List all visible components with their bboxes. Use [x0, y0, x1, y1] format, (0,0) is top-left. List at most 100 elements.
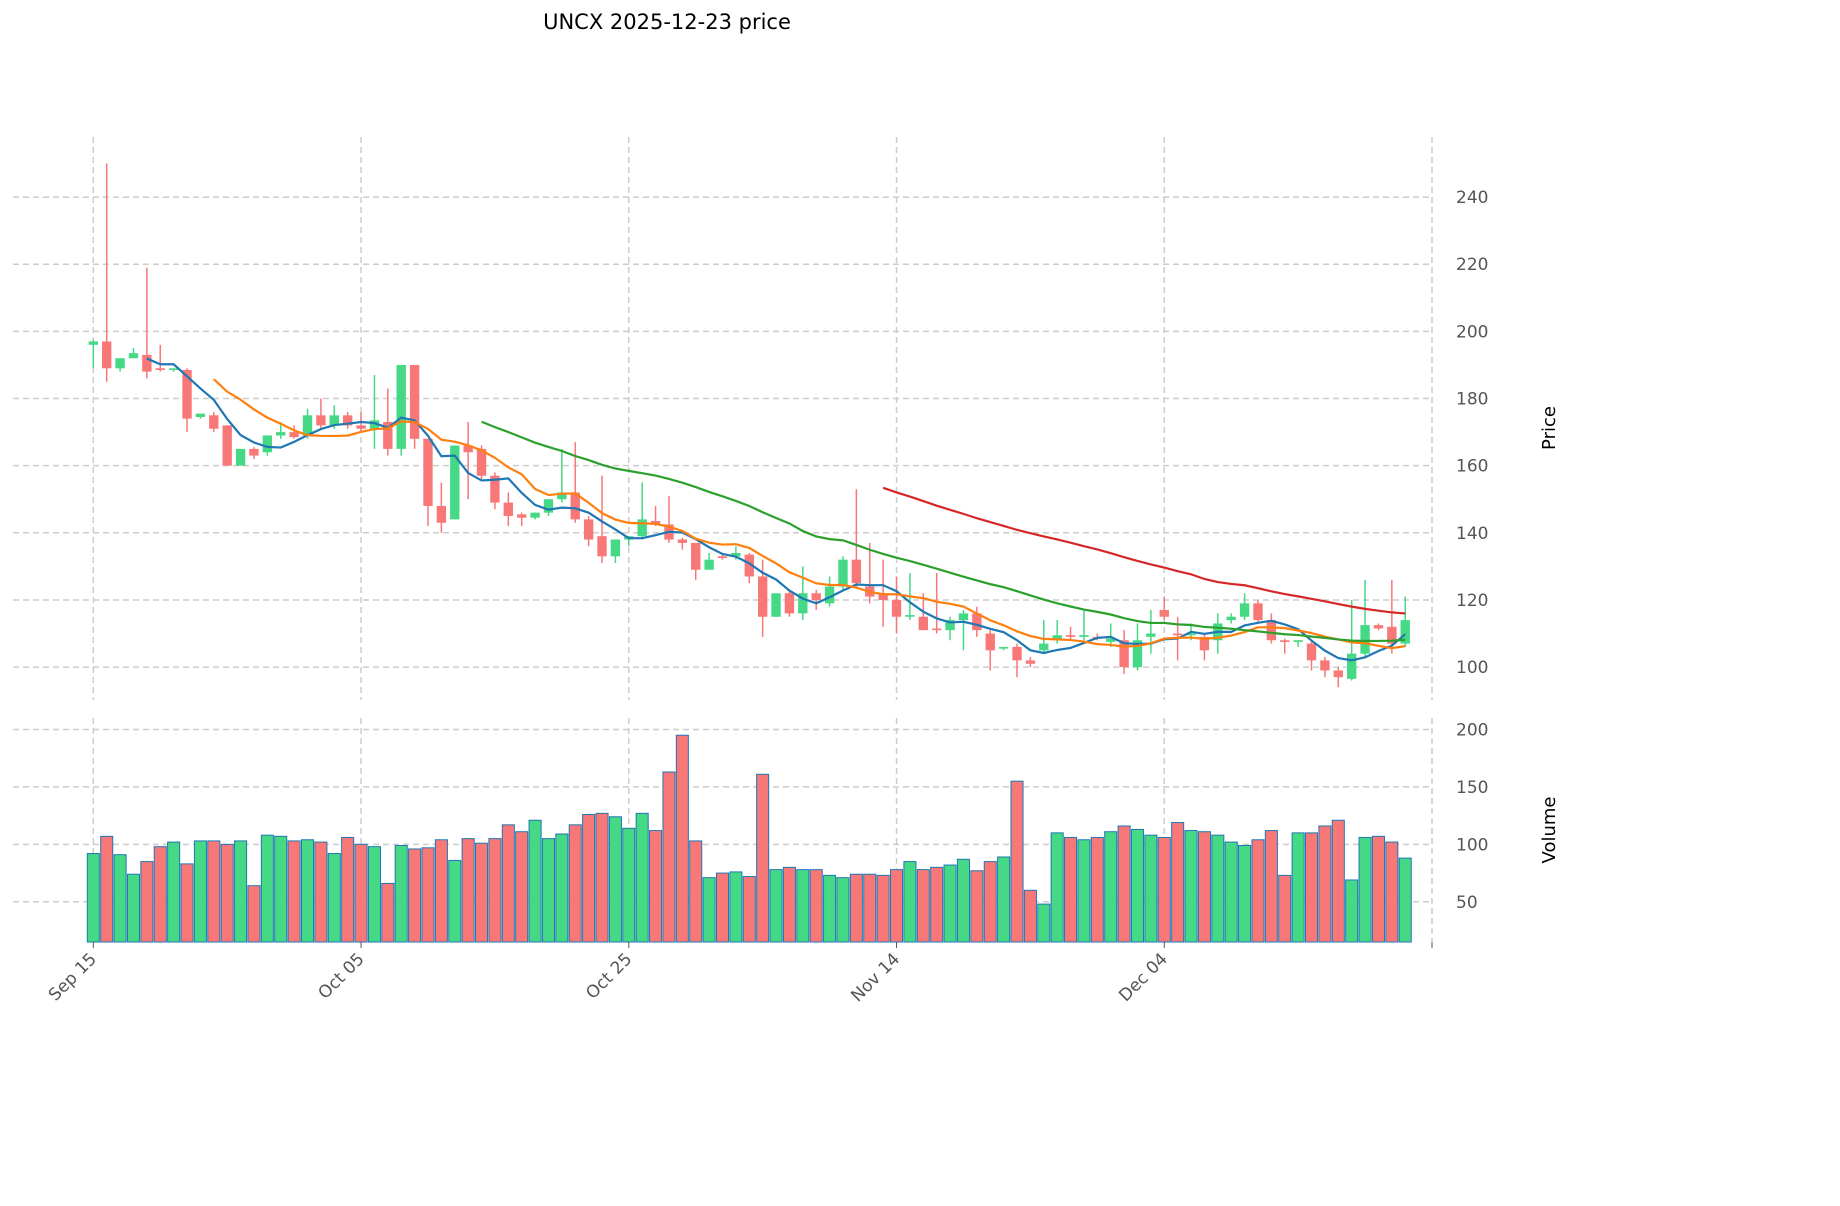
candle-up	[637, 519, 647, 537]
volume-bar	[327, 853, 341, 943]
volume-bar	[300, 839, 315, 943]
candle-up	[1039, 643, 1049, 651]
candle-up	[1079, 635, 1089, 637]
volume-bar	[287, 840, 301, 943]
volume-tick-label: 150	[1456, 778, 1488, 798]
candle-up	[369, 420, 380, 429]
candle-up	[1186, 633, 1196, 636]
volume-bar	[983, 861, 997, 943]
volume-bar	[756, 773, 770, 943]
candle-down	[583, 519, 594, 540]
candle-down	[878, 593, 888, 600]
volume-bar	[782, 866, 796, 943]
price-tick-label: 240	[1456, 188, 1488, 208]
candle-down	[932, 628, 942, 631]
volume-bar	[260, 834, 274, 943]
volume-bar	[113, 854, 127, 943]
volume-axis-label: Volume	[1539, 797, 1560, 864]
candle-up	[262, 435, 273, 453]
candle-down	[1199, 636, 1210, 651]
volume-bar	[1104, 831, 1118, 943]
volume-bar	[488, 838, 502, 943]
candle-down	[1065, 635, 1076, 637]
volume-bar	[448, 859, 462, 943]
volume-bar	[1171, 822, 1185, 943]
volume-bar	[86, 853, 100, 943]
volume-bar	[943, 864, 957, 943]
candle-down	[811, 593, 821, 600]
price-axis-label: Price	[1539, 406, 1560, 450]
candle-down	[1387, 626, 1397, 644]
volume-bar	[1385, 841, 1399, 943]
price-tick-label: 220	[1456, 255, 1488, 275]
volume-bar	[702, 877, 716, 943]
candle-up	[302, 415, 313, 436]
volume-bar	[956, 858, 970, 943]
candle-down	[891, 599, 902, 617]
candle-up	[1052, 635, 1062, 641]
candle-down	[463, 445, 473, 453]
volume-bar	[193, 840, 207, 943]
volume-bar	[903, 861, 917, 943]
volume-bar	[1211, 834, 1225, 943]
candle-down	[182, 369, 192, 419]
candle-up	[128, 353, 139, 359]
candle-down	[517, 514, 527, 518]
volume-bars	[86, 734, 1412, 943]
candle-down	[1159, 610, 1169, 617]
candle-down	[1333, 670, 1343, 678]
volume-bar	[1157, 836, 1171, 943]
volume-bar	[1023, 889, 1037, 943]
candle-up	[1293, 640, 1303, 642]
candle-down	[1119, 640, 1129, 668]
volume-bar	[274, 835, 288, 943]
volume-bar	[1345, 879, 1359, 943]
candle-down	[409, 364, 420, 439]
candle-down	[1172, 633, 1183, 636]
candle-down	[784, 593, 795, 614]
volume-bar	[635, 812, 649, 943]
volume-bar	[836, 877, 850, 943]
volume-bar	[1184, 830, 1198, 943]
volume-bar	[1318, 825, 1332, 943]
candle-down	[383, 422, 393, 449]
volume-bar	[662, 771, 676, 943]
volume-bar	[1224, 841, 1238, 943]
candle-down	[744, 554, 754, 577]
volume-bar	[1358, 836, 1372, 943]
volume-bar	[675, 734, 689, 943]
candle-up	[958, 613, 969, 621]
volume-bar	[1304, 832, 1319, 943]
volume-bar	[916, 869, 930, 943]
volume-bar	[595, 812, 609, 943]
candle-down	[691, 542, 701, 570]
volume-bar	[461, 838, 475, 943]
candle-down	[851, 559, 862, 584]
volume-bar	[809, 869, 823, 943]
volume-bar	[1371, 835, 1385, 943]
candle-down	[757, 576, 768, 617]
candle-down	[423, 438, 433, 506]
volume-bar	[729, 871, 743, 943]
volume-bar	[930, 866, 944, 943]
candle-up	[88, 341, 99, 345]
volume-bar	[394, 845, 408, 943]
x-tick-label: Oct 25	[582, 949, 636, 1003]
volume-bar	[247, 885, 261, 943]
price-tick-label: 160	[1456, 457, 1488, 477]
candle-up	[557, 492, 567, 500]
volume-tick-label: 200	[1456, 720, 1488, 740]
volume-bar	[1064, 836, 1078, 943]
volume-bar	[849, 873, 863, 943]
candle-up	[945, 620, 955, 631]
volume-bar	[823, 874, 837, 943]
volume-bar	[408, 848, 422, 943]
ma5-line	[146, 357, 1406, 662]
candle-down	[570, 492, 580, 520]
volume-bar	[715, 872, 730, 943]
volume-bar	[1130, 828, 1145, 943]
volume-bar	[1077, 839, 1091, 943]
x-tick-label: Nov 14	[847, 949, 904, 1006]
volume-bar	[528, 819, 542, 943]
